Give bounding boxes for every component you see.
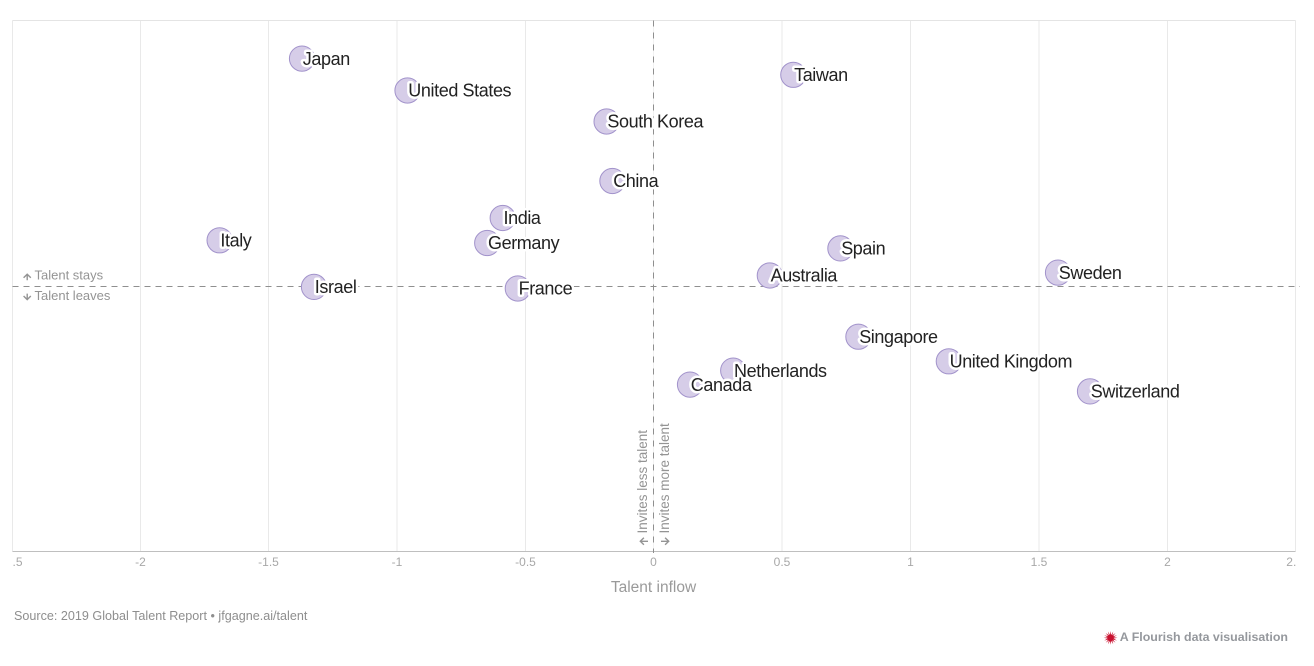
svg-text:0: 0 bbox=[650, 555, 657, 569]
svg-text:Invites more talent: Invites more talent bbox=[657, 423, 672, 534]
svg-text:Source: 2019 Global Talent Rep: Source: 2019 Global Talent Report • jfga… bbox=[14, 609, 308, 623]
svg-text:.5: .5 bbox=[13, 555, 23, 569]
svg-text:China: China bbox=[613, 171, 659, 191]
svg-text:-0.5: -0.5 bbox=[515, 555, 536, 569]
svg-text:Japan: Japan bbox=[303, 49, 350, 69]
svg-text:A Flourish data visualisation: A Flourish data visualisation bbox=[1120, 630, 1288, 644]
svg-text:1.5: 1.5 bbox=[1031, 555, 1048, 569]
svg-text:1: 1 bbox=[907, 555, 914, 569]
svg-text:Germany: Germany bbox=[488, 233, 560, 253]
svg-text:India: India bbox=[504, 208, 542, 228]
svg-text:Invites less talent: Invites less talent bbox=[635, 430, 650, 534]
svg-text:France: France bbox=[519, 279, 573, 299]
svg-text:Australia: Australia bbox=[771, 266, 839, 286]
svg-text:Canada: Canada bbox=[691, 375, 753, 395]
svg-text:-1: -1 bbox=[392, 555, 403, 569]
svg-text:Italy: Italy bbox=[220, 231, 251, 251]
svg-text:2: 2 bbox=[1164, 555, 1171, 569]
svg-text:Israel: Israel bbox=[315, 277, 357, 297]
svg-text:Singapore: Singapore bbox=[859, 327, 938, 347]
svg-text:-2: -2 bbox=[135, 555, 146, 569]
svg-text:Spain: Spain bbox=[841, 239, 885, 259]
svg-text:-1.5: -1.5 bbox=[258, 555, 279, 569]
svg-text:Taiwan: Taiwan bbox=[794, 65, 848, 85]
svg-text:United Kingdom: United Kingdom bbox=[950, 352, 1072, 372]
svg-text:0.5: 0.5 bbox=[774, 555, 791, 569]
svg-text:Talent leaves: Talent leaves bbox=[35, 288, 111, 303]
svg-text:South Korea: South Korea bbox=[607, 112, 704, 132]
svg-text:Talent stays: Talent stays bbox=[35, 268, 104, 283]
svg-text:2.: 2. bbox=[1286, 555, 1296, 569]
svg-text:Netherlands: Netherlands bbox=[734, 361, 827, 381]
svg-text:Talent inflow: Talent inflow bbox=[611, 579, 697, 596]
svg-text:United States: United States bbox=[408, 81, 511, 101]
svg-text:Sweden: Sweden bbox=[1059, 263, 1122, 283]
svg-text:Switzerland: Switzerland bbox=[1091, 382, 1180, 402]
